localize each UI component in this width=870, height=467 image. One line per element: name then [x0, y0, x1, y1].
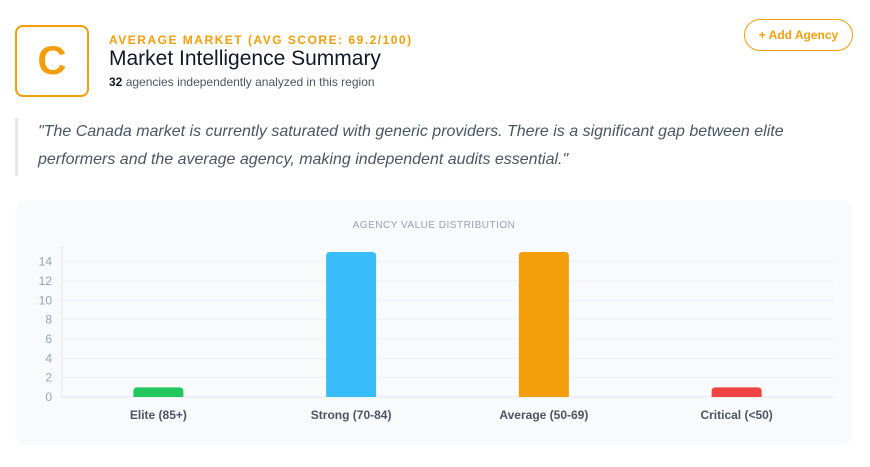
y-tick-label: 2 — [45, 371, 52, 385]
agency-count: 32 — [109, 75, 123, 89]
distribution-chart: AGENCY VALUE DISTRIBUTION 0 2 4 6 8 10 12 14 Elit… — [39, 220, 833, 422]
grade-letter: C — [37, 38, 67, 83]
y-tick-label: 14 — [39, 255, 53, 269]
agency-count-text: agencies independently analyzed in this … — [122, 75, 375, 89]
grade-badge: C — [15, 25, 89, 97]
market-tier-label: AVERAGE MARKET (AVG SCORE: 69.2/100) — [109, 33, 413, 47]
chart-title: AGENCY VALUE DISTRIBUTION — [353, 220, 516, 231]
y-tick-label: 12 — [39, 274, 53, 288]
agency-count-subtitle: 32 agencies independently analyzed in th… — [109, 75, 375, 89]
y-tick-label: 6 — [45, 332, 52, 346]
x-tick-label: Average (50-69) — [499, 408, 588, 422]
market-summary-quote: "The Canada market is currently saturate… — [15, 118, 815, 176]
y-tick-label: 0 — [45, 390, 52, 404]
y-tick-label: 4 — [45, 351, 52, 365]
bar-elite — [133, 387, 184, 397]
add-agency-button[interactable]: + Add Agency — [744, 19, 853, 51]
x-tick-label: Strong (70-84) — [311, 408, 392, 422]
bar-critical — [711, 387, 762, 397]
bar-average — [518, 252, 569, 397]
distribution-chart-card: AGENCY VALUE DISTRIBUTION 0 2 4 6 8 10 12 14 Elit… — [15, 200, 853, 445]
y-tick-label: 8 — [45, 313, 52, 327]
y-tick-label: 10 — [39, 293, 53, 307]
x-tick-label: Elite (85+) — [130, 408, 187, 422]
x-tick-label: Critical (<50) — [700, 408, 772, 422]
bar-strong — [326, 252, 377, 397]
page-title: Market Intelligence Summary — [109, 47, 381, 70]
